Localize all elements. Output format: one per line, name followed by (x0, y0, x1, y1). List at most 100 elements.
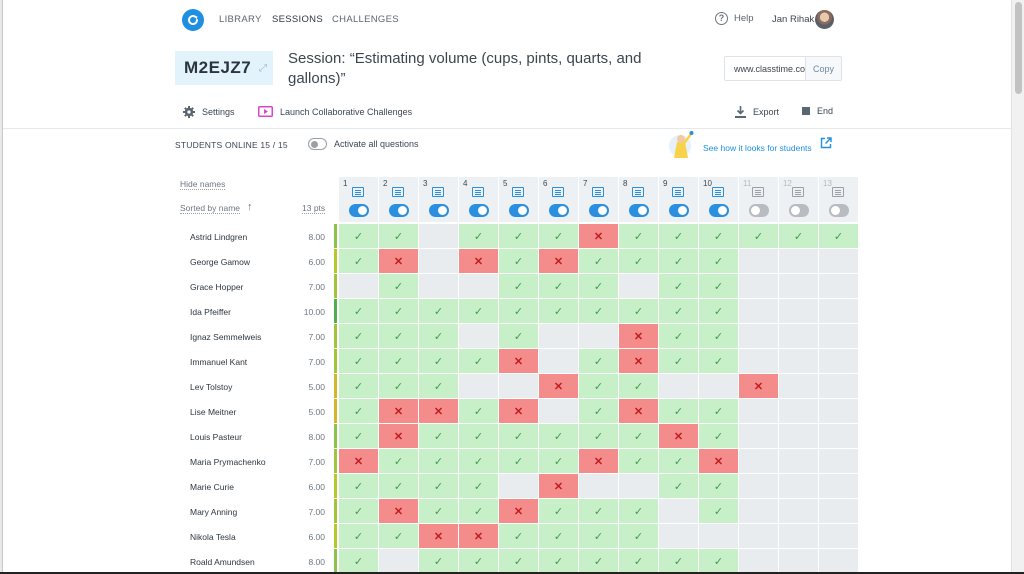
nav-challenges[interactable]: CHALLENGES (332, 14, 399, 25)
classtime-logo[interactable] (182, 9, 204, 31)
answer-correct-cell[interactable]: ✓ (819, 224, 858, 248)
question-list-icon[interactable] (792, 187, 804, 197)
question-toggle[interactable] (549, 204, 569, 217)
answer-correct-cell[interactable]: ✓ (659, 224, 698, 248)
answer-correct-cell[interactable]: ✓ (539, 449, 578, 473)
question-column-13[interactable]: 13 (819, 177, 858, 222)
answer-correct-cell[interactable]: ✓ (379, 374, 418, 398)
answer-correct-cell[interactable]: ✓ (579, 499, 618, 523)
answer-correct-cell[interactable]: ✓ (339, 424, 378, 448)
answer-correct-cell[interactable]: ✓ (579, 299, 618, 323)
answer-wrong-cell[interactable]: ✕ (619, 324, 658, 348)
answer-wrong-cell[interactable]: ✕ (499, 349, 538, 373)
launch-challenges-button[interactable]: Launch Collaborative Challenges (258, 106, 412, 117)
session-code-box[interactable]: M2EJZ7 ⤢ (175, 51, 273, 85)
answer-correct-cell[interactable]: ✓ (739, 224, 778, 248)
join-url[interactable]: www.classtime.co (734, 63, 805, 74)
answer-correct-cell[interactable]: ✓ (459, 449, 498, 473)
answer-correct-cell[interactable]: ✓ (339, 224, 378, 248)
answer-correct-cell[interactable]: ✓ (699, 274, 738, 298)
answer-correct-cell[interactable]: ✓ (699, 424, 738, 448)
answer-correct-cell[interactable]: ✓ (619, 224, 658, 248)
question-column-4[interactable]: 4 (459, 177, 498, 222)
answer-correct-cell[interactable]: ✓ (459, 499, 498, 523)
student-name[interactable]: Grace Hopper (190, 282, 244, 292)
scrollbar[interactable] (1011, 0, 1024, 574)
answer-correct-cell[interactable]: ✓ (499, 249, 538, 273)
end-button[interactable]: End (802, 106, 833, 116)
student-name[interactable]: Astrid Lindgren (190, 232, 248, 242)
answer-correct-cell[interactable]: ✓ (579, 399, 618, 423)
answer-correct-cell[interactable]: ✓ (379, 299, 418, 323)
answer-correct-cell[interactable]: ✓ (579, 349, 618, 373)
question-toggle[interactable] (429, 204, 449, 217)
answer-correct-cell[interactable]: ✓ (339, 299, 378, 323)
answer-wrong-cell[interactable]: ✕ (579, 449, 618, 473)
answer-correct-cell[interactable]: ✓ (659, 299, 698, 323)
answer-wrong-cell[interactable]: ✕ (619, 349, 658, 373)
sort-by-name-link[interactable]: Sorted by name (180, 203, 241, 214)
student-name[interactable]: Lev Tolstoy (190, 382, 233, 392)
answer-wrong-cell[interactable]: ✕ (699, 449, 738, 473)
answer-correct-cell[interactable]: ✓ (699, 474, 738, 498)
answer-correct-cell[interactable]: ✓ (339, 374, 378, 398)
answer-wrong-cell[interactable]: ✕ (659, 424, 698, 448)
question-list-icon[interactable] (512, 187, 524, 197)
answer-wrong-cell[interactable]: ✕ (379, 399, 418, 423)
answer-wrong-cell[interactable]: ✕ (579, 224, 618, 248)
question-column-11[interactable]: 11 (739, 177, 778, 222)
student-name[interactable]: Ignaz Semmelweis (190, 332, 262, 342)
question-list-icon[interactable] (472, 187, 484, 197)
answer-correct-cell[interactable]: ✓ (539, 524, 578, 548)
answer-correct-cell[interactable]: ✓ (499, 299, 538, 323)
question-list-icon[interactable] (832, 187, 844, 197)
question-toggle[interactable] (389, 204, 409, 217)
answer-correct-cell[interactable]: ✓ (539, 274, 578, 298)
question-toggle[interactable] (709, 204, 729, 217)
answer-wrong-cell[interactable]: ✕ (499, 399, 538, 423)
answer-correct-cell[interactable]: ✓ (459, 549, 498, 572)
answer-correct-cell[interactable]: ✓ (419, 499, 458, 523)
answer-correct-cell[interactable]: ✓ (459, 299, 498, 323)
answer-correct-cell[interactable]: ✓ (459, 224, 498, 248)
answer-correct-cell[interactable]: ✓ (499, 449, 538, 473)
question-column-3[interactable]: 3 (419, 177, 458, 222)
answer-correct-cell[interactable]: ✓ (659, 549, 698, 572)
answer-correct-cell[interactable]: ✓ (579, 274, 618, 298)
answer-correct-cell[interactable]: ✓ (619, 374, 658, 398)
question-column-1[interactable]: 1 (339, 177, 378, 222)
answer-correct-cell[interactable]: ✓ (499, 224, 538, 248)
answer-wrong-cell[interactable]: ✕ (419, 524, 458, 548)
question-list-icon[interactable] (712, 187, 724, 197)
answer-correct-cell[interactable]: ✓ (539, 299, 578, 323)
question-column-5[interactable]: 5 (499, 177, 538, 222)
answer-correct-cell[interactable]: ✓ (659, 324, 698, 348)
answer-correct-cell[interactable]: ✓ (539, 424, 578, 448)
question-column-12[interactable]: 12 (779, 177, 818, 222)
question-column-9[interactable]: 9 (659, 177, 698, 222)
student-name[interactable]: Lise Meitner (190, 407, 237, 417)
answer-correct-cell[interactable]: ✓ (339, 549, 378, 572)
answer-wrong-cell[interactable]: ✕ (739, 374, 778, 398)
answer-correct-cell[interactable]: ✓ (579, 424, 618, 448)
avatar[interactable] (815, 10, 834, 29)
nav-sessions[interactable]: SESSIONS (272, 14, 323, 25)
answer-correct-cell[interactable]: ✓ (339, 324, 378, 348)
answer-correct-cell[interactable]: ✓ (419, 349, 458, 373)
answer-correct-cell[interactable]: ✓ (379, 449, 418, 473)
answer-wrong-cell[interactable]: ✕ (379, 424, 418, 448)
export-button[interactable]: Export (735, 106, 779, 118)
answer-correct-cell[interactable]: ✓ (419, 474, 458, 498)
sort-arrow-up-icon[interactable]: ↑ (247, 201, 253, 213)
answer-wrong-cell[interactable]: ✕ (459, 524, 498, 548)
answer-correct-cell[interactable]: ✓ (459, 474, 498, 498)
hide-names-link[interactable]: Hide names (180, 179, 226, 190)
answer-correct-cell[interactable]: ✓ (459, 399, 498, 423)
answer-wrong-cell[interactable]: ✕ (539, 249, 578, 273)
student-name[interactable]: George Gamow (190, 257, 250, 267)
answer-correct-cell[interactable]: ✓ (539, 224, 578, 248)
answer-correct-cell[interactable]: ✓ (619, 424, 658, 448)
question-list-icon[interactable] (672, 187, 684, 197)
answer-correct-cell[interactable]: ✓ (659, 449, 698, 473)
question-column-6[interactable]: 6 (539, 177, 578, 222)
